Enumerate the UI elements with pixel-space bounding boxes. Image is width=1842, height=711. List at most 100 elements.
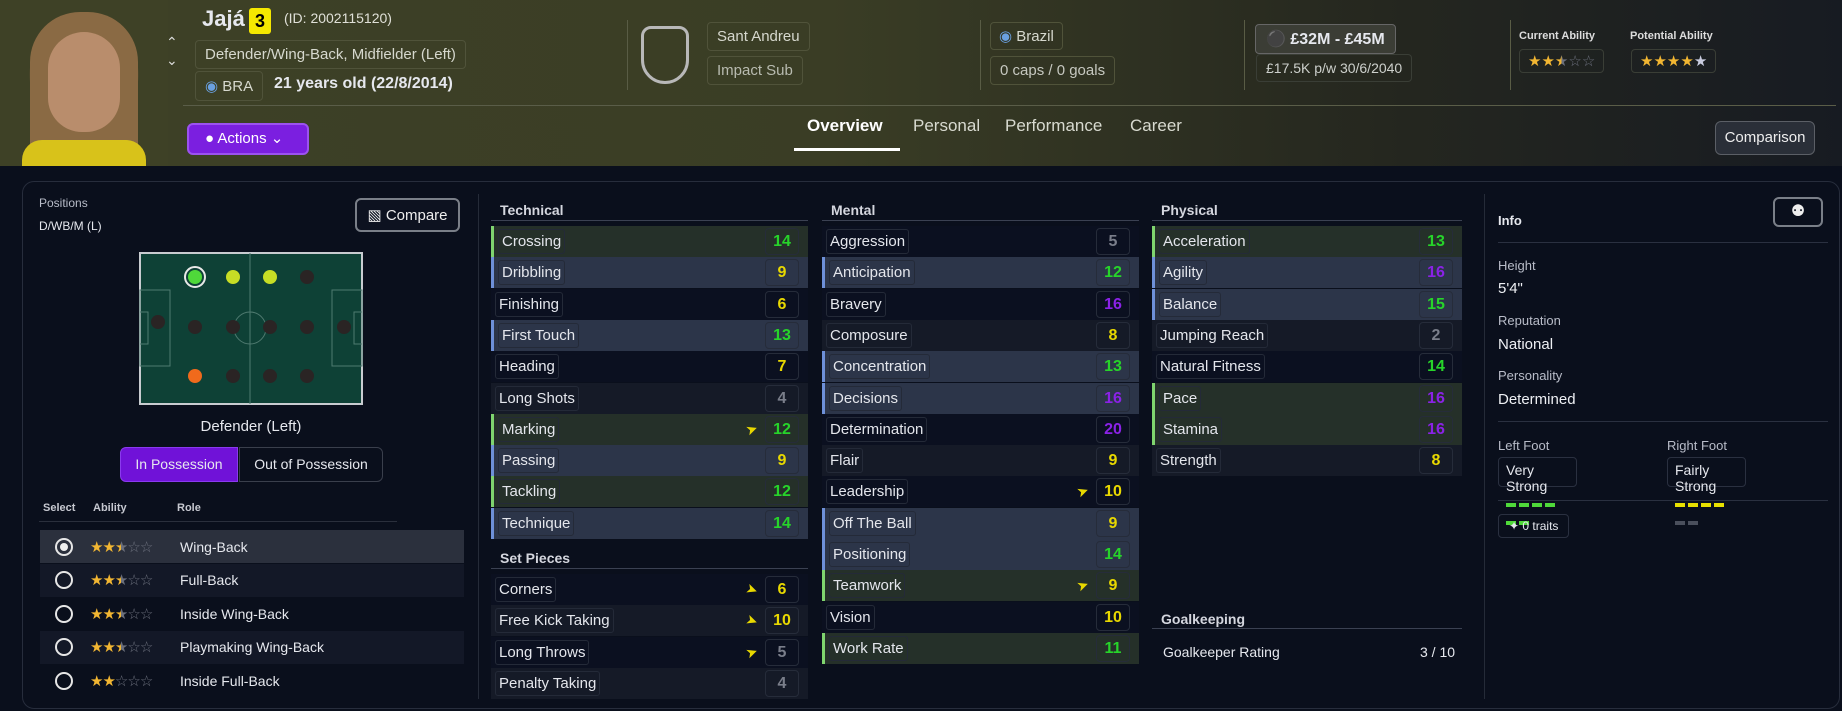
attribute-row[interactable]: Decisions 16 xyxy=(822,382,1139,414)
position-dot-unconvincing[interactable] xyxy=(188,369,202,383)
attribute-value: 5 xyxy=(765,638,799,666)
attribute-row[interactable]: Positioning 14 xyxy=(822,539,1139,570)
tab-personal[interactable]: Personal xyxy=(913,116,981,135)
tab-overview[interactable]: Overview xyxy=(807,116,883,135)
attribute-row[interactable]: Natural Fitness 14 xyxy=(1152,351,1462,383)
role-row[interactable]: ★★★☆☆ Full-Back xyxy=(40,563,464,597)
role-radio[interactable] xyxy=(55,537,73,556)
player-id: (ID: 2002115120) xyxy=(284,10,392,26)
position-dot-accomplished[interactable] xyxy=(263,270,277,284)
nationality-chip[interactable]: ◉ BRA xyxy=(195,71,264,101)
trend-up-arrow-icon: ➤ xyxy=(1074,575,1092,595)
role-ability-stars: ★★★☆☆ xyxy=(90,572,153,589)
attribute-row[interactable]: Crossing 14 xyxy=(491,226,808,257)
attribute-row[interactable]: Flair 9 xyxy=(822,445,1139,477)
position-dot-none[interactable] xyxy=(188,320,202,334)
actions-button[interactable]: ● Actions ⌄ xyxy=(187,123,309,155)
position-dot-none[interactable] xyxy=(300,270,314,284)
attribute-row[interactable]: Long Throws ➤ 5 xyxy=(491,636,808,668)
in-possession-toggle[interactable]: In Possession xyxy=(120,447,238,482)
attribute-row[interactable]: Composure 8 xyxy=(822,319,1139,351)
attribute-row[interactable]: Tackling 12 xyxy=(491,476,808,508)
attribute-row[interactable]: Dribbling 9 xyxy=(491,257,808,289)
attribute-row[interactable]: Finishing 6 xyxy=(491,288,808,320)
nation-code: BRA xyxy=(222,78,254,95)
personality-icon-button[interactable]: ⚉ xyxy=(1773,197,1823,227)
role-radio[interactable] xyxy=(55,604,73,623)
attribute-row[interactable]: Leadership ➤ 10 xyxy=(822,476,1139,508)
attribute-name: Concentration xyxy=(829,354,931,380)
personality-value: Determined xyxy=(1498,391,1576,408)
attribute-row[interactable]: Balance 15 xyxy=(1152,288,1462,320)
attribute-row[interactable]: Heading 7 xyxy=(491,351,808,383)
current-ability-label: Current Ability xyxy=(1519,30,1595,42)
attribute-row[interactable]: Acceleration 13 xyxy=(1152,226,1462,257)
transfer-value[interactable]: ⚫ £32M - £45M xyxy=(1255,24,1396,54)
comparison-button[interactable]: Comparison xyxy=(1715,121,1815,155)
position-dot-accomplished[interactable] xyxy=(226,270,240,284)
player-header: ⌃ ⌄ Jajá 3 (ID: 2002115120) Defender/Win… xyxy=(0,0,1842,166)
attribute-row[interactable]: Long Shots 4 xyxy=(491,382,808,414)
role-row[interactable]: ★★☆☆☆ Inside Full-Back xyxy=(40,664,464,697)
attribute-row[interactable]: Free Kick Taking ➤ 10 xyxy=(491,605,808,637)
attribute-value: 9 xyxy=(765,447,799,475)
attribute-row[interactable]: Pace 16 xyxy=(1152,382,1462,414)
tab-career[interactable]: Career xyxy=(1130,116,1182,135)
club-chip[interactable]: Sant Andreu xyxy=(707,22,810,51)
attribute-row[interactable]: Teamwork ➤ 9 xyxy=(822,570,1139,602)
attribute-row[interactable]: Vision 10 xyxy=(822,601,1139,633)
out-of-possession-toggle[interactable]: Out of Possession xyxy=(239,447,383,482)
attribute-value: 9 xyxy=(1096,509,1130,537)
attribute-row[interactable]: Passing 9 xyxy=(491,445,808,477)
position-dot-none[interactable] xyxy=(226,320,240,334)
role-row[interactable]: ★★★☆☆ Wing-Back xyxy=(40,530,464,563)
attribute-row[interactable]: Aggression 5 xyxy=(822,226,1139,257)
attribute-row[interactable]: Work Rate 11 xyxy=(822,632,1139,664)
contract-chip: £17.5K p/w 30/6/2040 xyxy=(1256,54,1413,82)
attribute-row[interactable]: Technique 14 xyxy=(491,507,808,539)
attribute-row[interactable]: Marking ➤ 12 xyxy=(491,413,808,445)
position-dot-none[interactable] xyxy=(300,369,314,383)
role-radio[interactable] xyxy=(55,671,73,690)
international-chip[interactable]: ◉ Brazil xyxy=(990,22,1063,50)
position-dot-none[interactable] xyxy=(263,369,277,383)
attribute-row[interactable]: Bravery 16 xyxy=(822,288,1139,320)
attribute-value: 10 xyxy=(1096,603,1130,631)
attribute-row[interactable]: Jumping Reach 2 xyxy=(1152,319,1462,351)
position-dot-none[interactable] xyxy=(226,369,240,383)
tab-performance[interactable]: Performance xyxy=(1005,116,1103,135)
attribute-row[interactable]: Stamina 16 xyxy=(1152,413,1462,445)
attribute-row[interactable]: Corners ➤ 6 xyxy=(491,574,808,605)
attribute-value: 13 xyxy=(765,321,799,349)
position-dot-natural[interactable] xyxy=(188,270,202,284)
position-dot-none[interactable] xyxy=(151,315,165,329)
role-radio[interactable] xyxy=(55,638,73,656)
attribute-value: 11 xyxy=(1096,634,1130,662)
position-dot-none[interactable] xyxy=(300,320,314,334)
attribute-row[interactable]: Strength 8 xyxy=(1152,445,1462,477)
position-dot-none[interactable] xyxy=(337,320,351,334)
compare-button[interactable]: ▧ Compare xyxy=(355,198,460,232)
attribute-row[interactable]: Off The Ball 9 xyxy=(822,507,1139,539)
attribute-row[interactable]: Anticipation 12 xyxy=(822,257,1139,289)
previous-player-icon[interactable]: ⌃ xyxy=(166,34,178,50)
attribute-name: Flair xyxy=(826,448,864,474)
attribute-row[interactable]: First Touch 13 xyxy=(491,319,808,351)
attribute-name: Decisions xyxy=(829,385,903,411)
traits-button[interactable]: ✦ 0 traits xyxy=(1498,514,1570,538)
trend-up-arrow-icon: ➤ xyxy=(1074,481,1092,501)
position-dot-none[interactable] xyxy=(263,320,277,334)
attribute-value: 14 xyxy=(765,228,799,255)
attribute-name: Leadership xyxy=(826,479,909,505)
attribute-row[interactable]: Penalty Taking 4 xyxy=(491,667,808,699)
role-radio[interactable] xyxy=(55,571,73,589)
attribute-row[interactable]: Agility 16 xyxy=(1152,257,1462,289)
attribute-name: Stamina xyxy=(1159,416,1223,442)
role-row[interactable]: ★★★☆☆ Inside Wing-Back xyxy=(40,597,464,630)
attribute-row[interactable]: Concentration 13 xyxy=(822,351,1139,383)
attribute-value: 7 xyxy=(765,353,799,381)
next-player-icon[interactable]: ⌄ xyxy=(166,52,178,68)
role-row[interactable]: ★★★☆☆ Playmaking Wing-Back xyxy=(40,630,464,664)
attribute-name: Strength xyxy=(1156,448,1221,474)
attribute-row[interactable]: Determination 20 xyxy=(822,413,1139,445)
